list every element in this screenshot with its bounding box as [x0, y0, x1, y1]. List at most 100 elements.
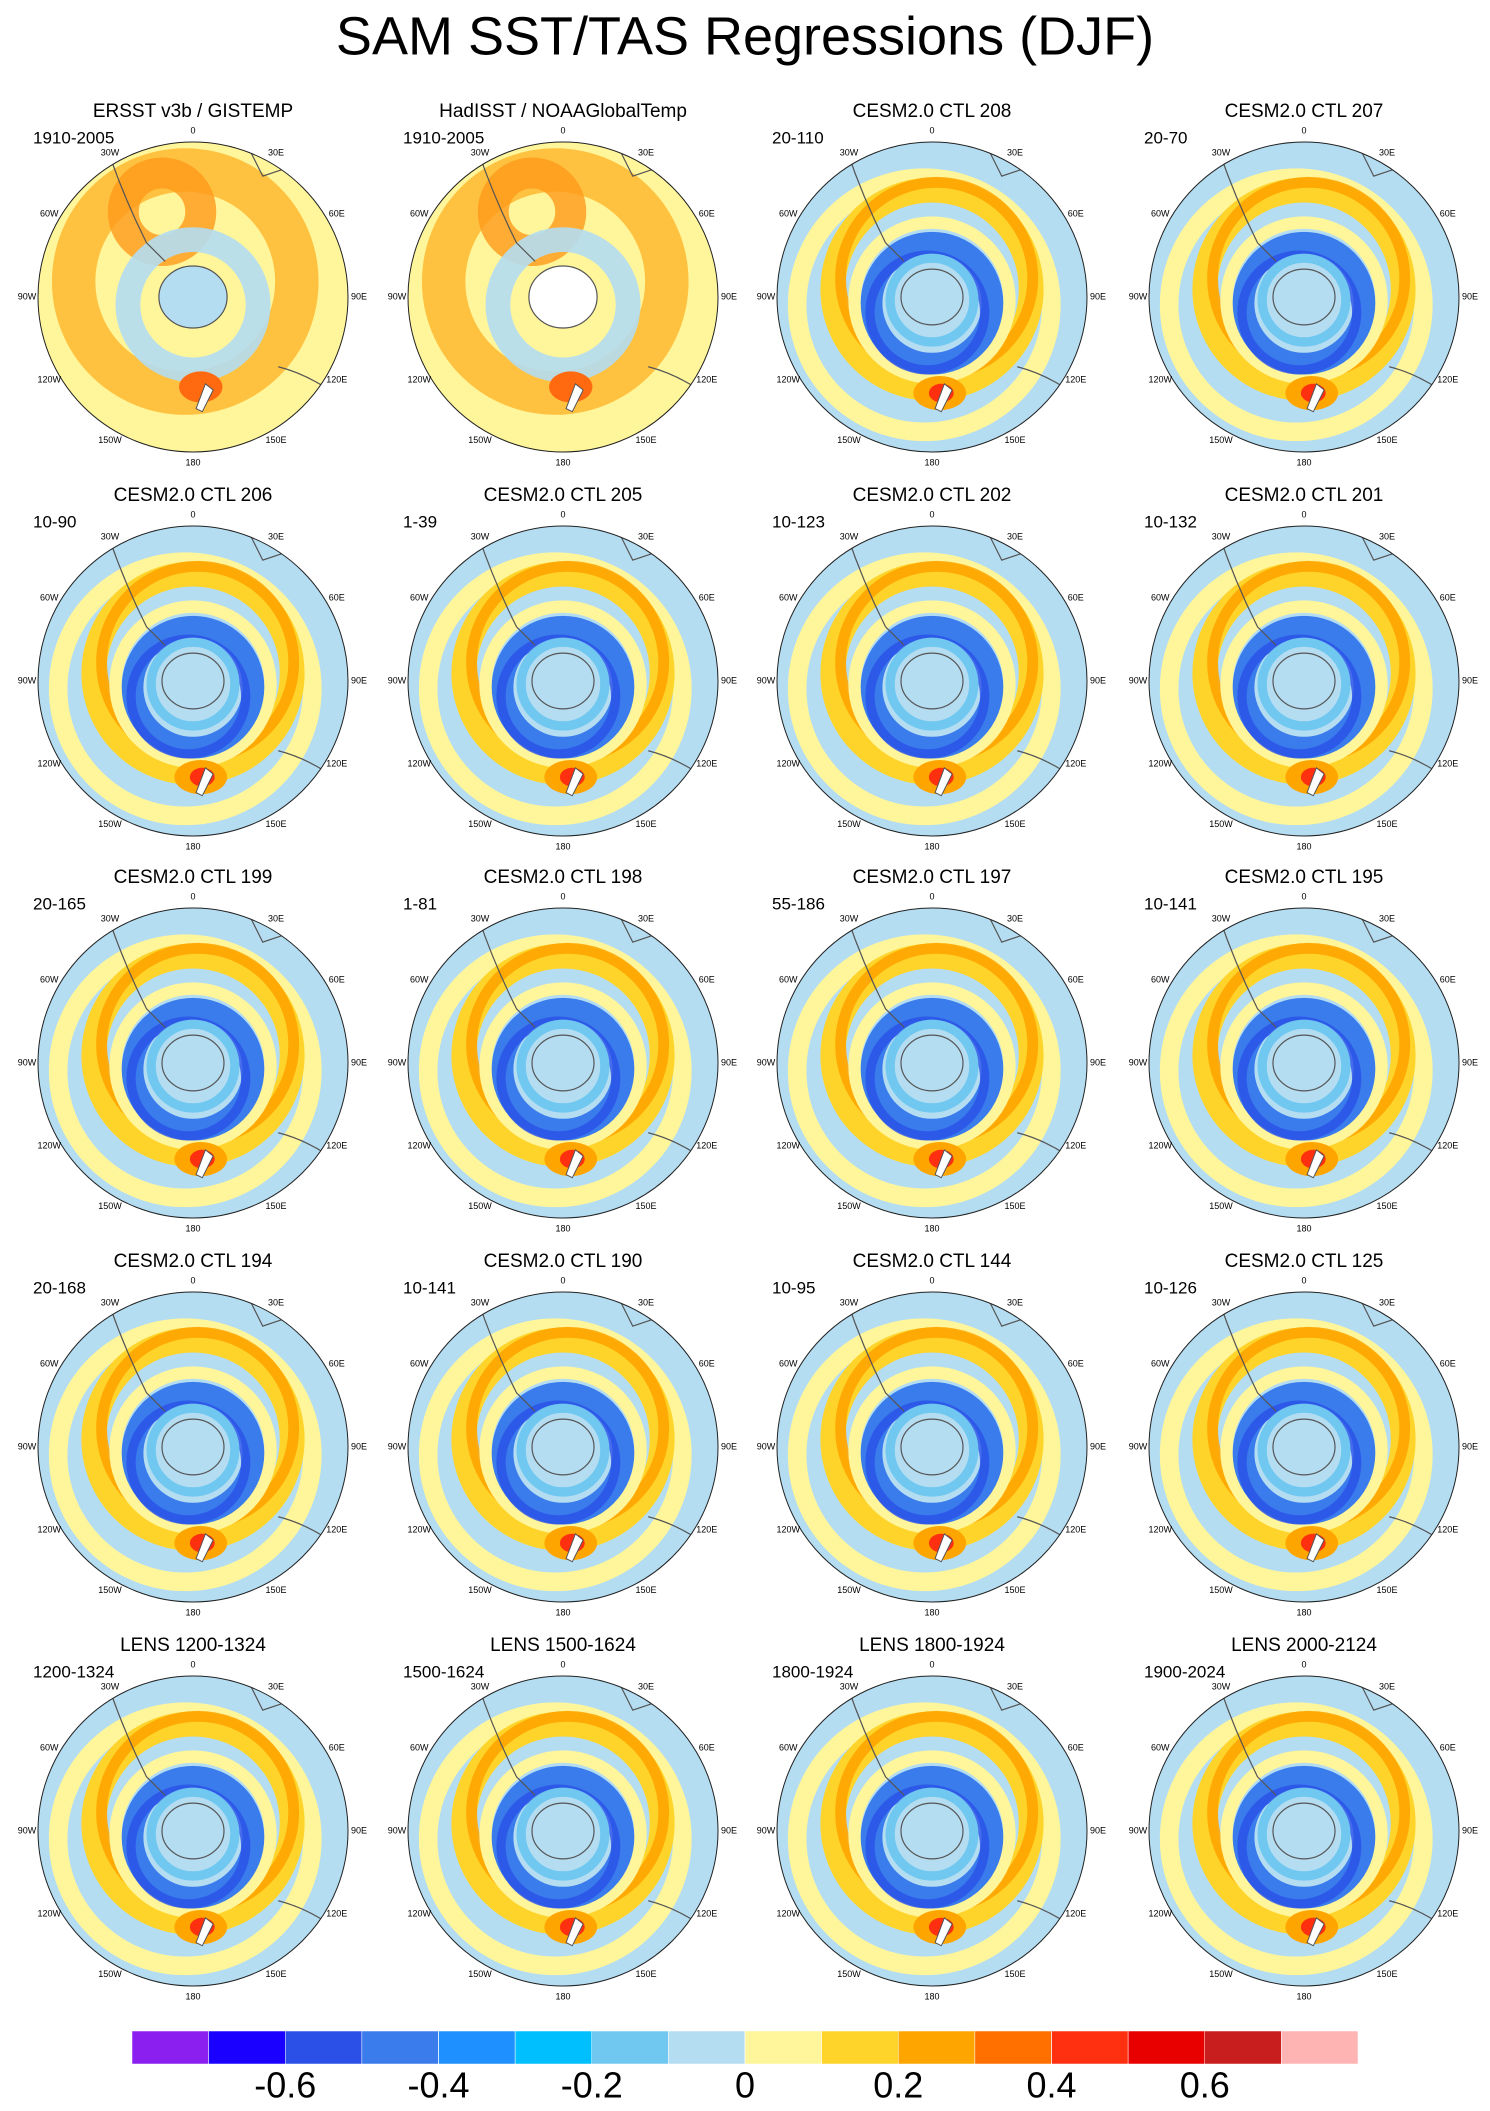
longitude-label: 60E: [329, 592, 345, 602]
longitude-label: 30E: [1007, 532, 1023, 542]
map-border: [776, 1675, 1088, 1987]
longitude-label: 30W: [1212, 1682, 1231, 1692]
colorbar-tick-label: 0.6: [1180, 2065, 1230, 2106]
longitude-label: 180: [555, 1223, 570, 1233]
new-zealand: [934, 1532, 953, 1563]
longitude-label: 120E: [1065, 1908, 1086, 1918]
longitude-label: 0: [190, 509, 195, 519]
longitude-label: 120E: [1065, 758, 1086, 768]
longitude-label: 60E: [329, 1358, 345, 1368]
longitude-label: 60E: [1440, 1742, 1456, 1752]
antarctica: [900, 1034, 964, 1092]
longitude-label: 120E: [326, 758, 347, 768]
longitude-label: 60E: [1440, 208, 1456, 218]
longitude-label: 30E: [268, 148, 284, 158]
longitude-label: 150E: [635, 435, 656, 445]
longitude-label: 150E: [635, 1201, 656, 1211]
longitude-label: 90W: [757, 1825, 776, 1835]
new-zealand: [1306, 1148, 1325, 1179]
africa-coast: [616, 1678, 657, 1711]
longitude-label: 90E: [1090, 675, 1106, 685]
africa-coast: [1357, 528, 1398, 561]
longitude-label: 60E: [1440, 1358, 1456, 1368]
panel-title: CESM2.0 CTL 206: [114, 485, 273, 506]
longitude-label: 90W: [388, 1825, 407, 1835]
contour-band: [115, 227, 271, 383]
longitude-label: 90E: [351, 1057, 367, 1067]
map: [1149, 526, 1459, 836]
longitude-label: 150W: [468, 1201, 492, 1211]
contour-band: [1257, 1019, 1351, 1113]
longitude-label: 0: [1301, 125, 1306, 135]
longitude-label: 0: [190, 125, 195, 135]
longitude-label: 90E: [1462, 1825, 1478, 1835]
colorbar-box: [1051, 2030, 1129, 2065]
antarctica: [1272, 1418, 1336, 1476]
contour-band: [146, 1403, 240, 1497]
longitude-label: 150W: [837, 1201, 861, 1211]
contour-band: [885, 1019, 979, 1113]
panel-period: 20-165: [33, 894, 86, 913]
map-border: [407, 141, 719, 453]
longitude-label: 120W: [37, 758, 61, 768]
map: [1149, 908, 1459, 1218]
longitude-label: 150E: [1376, 1201, 1397, 1211]
longitude-label: 90W: [1129, 1825, 1148, 1835]
longitude-label: 30E: [1007, 914, 1023, 924]
longitude-label: 150E: [265, 1585, 286, 1595]
longitude-label: 120W: [1148, 1524, 1172, 1534]
panel-period: 55-186: [772, 894, 825, 913]
longitude-label: 30W: [1212, 1298, 1231, 1308]
longitude-label: 180: [185, 841, 200, 851]
panel-title: CESM2.0 CTL 202: [853, 485, 1012, 506]
africa-coast: [616, 910, 657, 943]
longitude-label: 30E: [268, 532, 284, 542]
longitude-label: 150E: [1376, 1969, 1397, 1979]
contour-band: [885, 253, 979, 347]
longitude-label: 30E: [638, 532, 654, 542]
antarctica: [158, 265, 228, 329]
antarctica: [161, 652, 225, 710]
antarctica: [161, 1034, 225, 1092]
longitude-label: 120E: [1065, 1140, 1086, 1150]
map: [1149, 1292, 1459, 1602]
africa-coast: [246, 144, 287, 177]
new-zealand: [195, 382, 214, 413]
longitude-label: 150E: [265, 435, 286, 445]
panel-period: 1200-1324: [33, 1662, 114, 1681]
longitude-label: 150W: [1209, 435, 1233, 445]
longitude-label: 90E: [721, 1825, 737, 1835]
longitude-label: 30E: [1007, 1298, 1023, 1308]
map-border: [1148, 907, 1460, 1219]
colorbar-box: [744, 2030, 822, 2065]
new-zealand: [934, 1916, 953, 1947]
longitude-label: 150E: [635, 819, 656, 829]
africa-coast: [616, 528, 657, 561]
new-zealand: [195, 766, 214, 797]
panel-title: LENS 1200-1324: [120, 1635, 266, 1656]
colorbar-box: [591, 2030, 669, 2065]
longitude-label: 150E: [1004, 1585, 1025, 1595]
new-zealand: [565, 1148, 584, 1179]
longitude-label: 30E: [1379, 914, 1395, 924]
longitude-label: 180: [924, 1223, 939, 1233]
longitude-label: 150W: [837, 1969, 861, 1979]
map: [408, 142, 718, 452]
map-border: [1148, 141, 1460, 453]
longitude-label: 150W: [468, 435, 492, 445]
longitude-label: 150W: [1209, 819, 1233, 829]
antarctica: [900, 268, 964, 326]
map: [1149, 1676, 1459, 1986]
longitude-label: 0: [929, 1275, 934, 1285]
longitude-label: 120E: [1437, 1908, 1458, 1918]
longitude-label: 150W: [98, 1969, 122, 1979]
longitude-label: 180: [924, 457, 939, 467]
longitude-label: 90E: [721, 1057, 737, 1067]
antarctica: [531, 1034, 595, 1092]
longitude-label: 60W: [779, 1358, 798, 1368]
longitude-label: 0: [190, 891, 195, 901]
map-border: [37, 907, 349, 1219]
longitude-label: 150E: [265, 1201, 286, 1211]
longitude-label: 180: [1296, 1223, 1311, 1233]
longitude-label: 30W: [840, 914, 859, 924]
